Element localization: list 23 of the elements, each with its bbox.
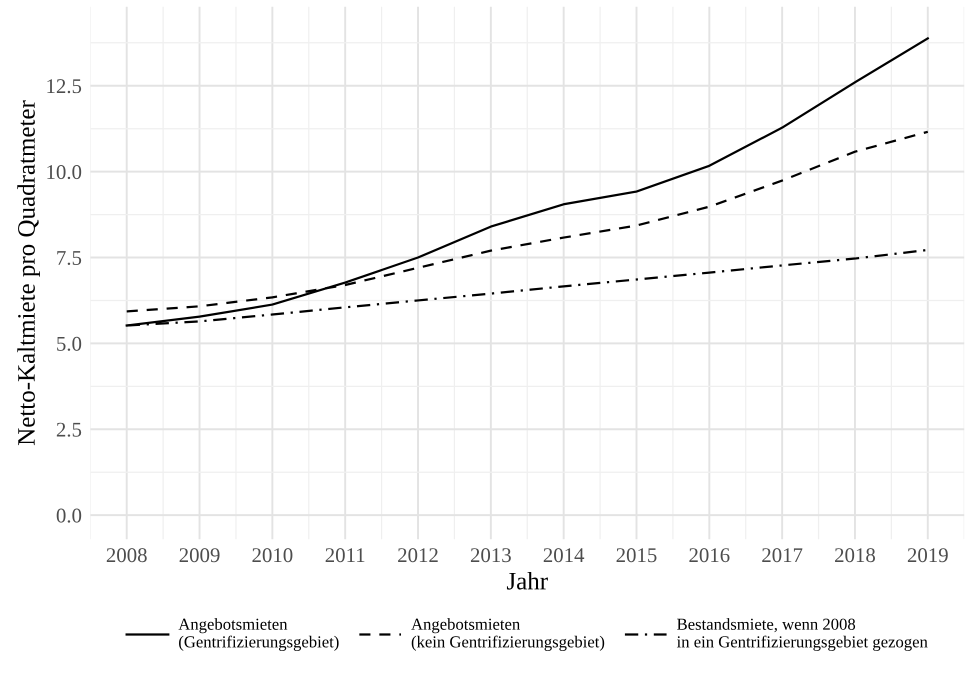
x-tick-label: 2017 [762,548,802,562]
x-tick-label: 2018 [835,548,876,562]
x-tick-label: 2008 [106,548,147,562]
x-tick-label: 2012 [398,548,438,562]
y-tick-label: 5.0 [57,336,82,351]
x-tick-label: 2010 [252,548,292,562]
y-axis-title: Netto-Kaltmiete pro Quadratmeter [17,100,40,446]
x-tick-label: 2014 [544,548,584,562]
x-tick-label: 2016 [689,548,730,562]
legend-label: Angebotsmieten (Gentrifizierungsgebiet) [178,618,339,651]
legend-label: Bestandsmiete, wenn 2008 in ein Gentrifizierungsgebiet gezogen [676,618,928,651]
x-tick-label: 2015 [616,548,657,562]
x-axis-title: Jahr [506,572,548,590]
x-tick-label: 2019 [908,548,948,562]
x-tick-label: 2009 [180,548,220,562]
y-tick-label: 7.5 [57,251,82,266]
y-tick-label: 0.0 [56,508,82,523]
legend-label: Angebotsmieten (kein Gentrifizierungsgebiet) [411,618,604,651]
x-tick-label: 2011 [326,548,364,562]
y-tick-label: 10.0 [47,165,82,180]
x-tick-label: 2013 [470,548,511,562]
y-tick-label: 2.5 [56,422,82,437]
y-tick-label: 12.5 [47,79,82,94]
